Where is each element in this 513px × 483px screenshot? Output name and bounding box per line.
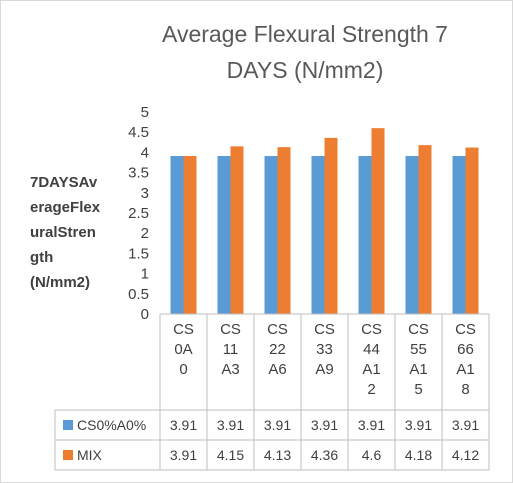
category-label: 55	[410, 341, 427, 358]
category-label: CS	[314, 321, 335, 338]
bar-cs0-a0-	[311, 156, 325, 314]
category-label: 22	[269, 341, 286, 358]
category-label: 2	[367, 381, 375, 398]
bar-mix	[465, 147, 479, 314]
data-label: 3.91	[170, 447, 197, 463]
y-tick-label: 1	[141, 266, 149, 283]
y-tick-label: 0	[141, 306, 149, 323]
bar-mix	[277, 147, 291, 314]
bar-mix	[230, 146, 244, 314]
data-label: 4.36	[311, 447, 338, 463]
y-axis-label-line: gth	[30, 249, 54, 266]
category-label: A1	[362, 361, 380, 378]
y-axis-label-line: (N/mm2)	[30, 274, 91, 291]
bar-cs0-a0-	[405, 156, 419, 314]
chart-title-line-2: DAYS (N/mm2)	[226, 57, 384, 83]
data-label: 4.12	[452, 447, 479, 463]
data-label: 3.91	[405, 417, 432, 433]
category-label: 0A	[174, 341, 192, 358]
bar-cs0-a0-	[217, 156, 231, 314]
legend-key	[63, 450, 73, 460]
category-label: 5	[414, 381, 422, 398]
y-tick-label: 2	[141, 225, 149, 242]
category-label: 0	[179, 361, 187, 378]
category-label: CS	[408, 321, 429, 338]
category-label: 66	[457, 341, 474, 358]
data-label: 3.91	[217, 417, 244, 433]
y-tick-label: 3.5	[128, 165, 149, 182]
legend-label: CS0%A0%	[77, 417, 146, 433]
y-tick-label: 4	[141, 144, 149, 161]
category-label: A9	[315, 361, 333, 378]
y-tick-label: 4.5	[128, 124, 149, 141]
bar-mix	[183, 156, 197, 314]
chart-title-line-1: Average Flexural Strength 7	[162, 21, 448, 47]
data-label: 3.91	[264, 417, 291, 433]
data-label: 4.15	[217, 447, 244, 463]
chart-title: Average Flexural Strength 7 DAYS (N/mm2)	[120, 16, 490, 88]
bar-mix	[371, 128, 385, 314]
data-label: 3.91	[358, 417, 385, 433]
legend-label: MIX	[77, 447, 103, 463]
y-tick-label: 0.5	[128, 286, 149, 303]
category-label: CS	[361, 321, 382, 338]
data-label: 4.18	[405, 447, 432, 463]
data-label: 4.13	[264, 447, 291, 463]
category-label: 8	[461, 381, 469, 398]
data-label: 4.6	[362, 447, 382, 463]
data-label: 3.91	[311, 417, 338, 433]
bar-mix	[418, 145, 432, 314]
bar-cs0-a0-	[452, 156, 466, 314]
category-label: CS	[267, 321, 288, 338]
category-label: A1	[456, 361, 474, 378]
bar-cs0-a0-	[170, 156, 184, 314]
category-label: 11	[223, 341, 239, 358]
bar-cs0-a0-	[264, 156, 278, 314]
category-label: A6	[268, 361, 286, 378]
data-label: 3.91	[452, 417, 479, 433]
y-axis-label-line: 7DAYSAv	[30, 174, 98, 191]
category-label: A3	[221, 361, 239, 378]
data-label: 3.91	[170, 417, 197, 433]
bar-mix	[324, 137, 338, 314]
y-tick-label: 5	[141, 104, 149, 121]
category-label: CS	[220, 321, 241, 338]
category-label: CS	[455, 321, 476, 338]
bar-cs0-a0-	[358, 156, 372, 314]
category-label: A1	[409, 361, 427, 378]
legend-key	[63, 420, 73, 430]
y-axis-label-line: erageFlex	[30, 199, 101, 216]
category-label: 44	[363, 341, 380, 358]
y-axis-label: 7DAYSAv erageFlex uralStren gth (N/mm2)	[30, 170, 110, 295]
y-tick-label: 2.5	[128, 205, 149, 222]
category-label: 33	[316, 341, 333, 358]
y-tick-label: 3	[141, 185, 149, 202]
y-tick-label: 1.5	[128, 245, 149, 262]
y-axis-label-line: uralStren	[30, 224, 96, 241]
category-label: CS	[173, 321, 194, 338]
